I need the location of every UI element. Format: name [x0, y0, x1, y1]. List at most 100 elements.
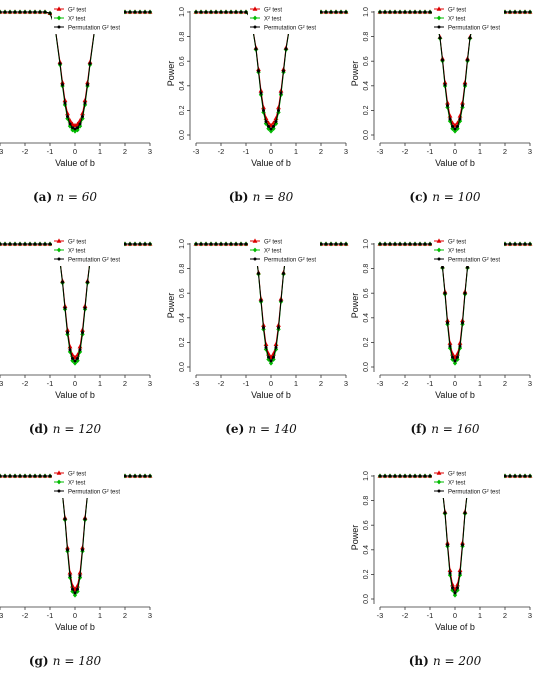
panel-caption: (h) n = 200: [350, 654, 540, 668]
data-point: [523, 242, 527, 246]
chart-svg: 0.0 0.2 0.4 0.6 0.8 1.0 -3 -2 -1 0 1 2 3 Value of b Po…: [166, 4, 349, 168]
data-point: [277, 326, 280, 330]
y-tick-label: 0.2: [363, 337, 370, 347]
legend-label: X² test: [68, 249, 86, 255]
legend-marker: [56, 238, 62, 243]
data-point: [224, 10, 228, 14]
data-point: [71, 126, 74, 130]
data-point: [508, 474, 512, 478]
legend-marker: [436, 470, 442, 475]
x-axis-label: Value of b: [251, 158, 291, 168]
x-tick-label: 1: [478, 147, 482, 156]
data-point: [66, 115, 69, 119]
x-tick-label: -3: [0, 147, 3, 156]
data-point: [268, 360, 274, 366]
x-tick-label: 1: [294, 147, 298, 156]
data-point: [3, 242, 7, 246]
data-point: [219, 242, 223, 246]
series-2: [194, 10, 348, 131]
data-point: [80, 116, 85, 122]
data-point: [264, 345, 268, 349]
data-point: [239, 10, 243, 14]
data-point: [63, 306, 67, 310]
x-axis-label: Value of b: [55, 158, 95, 168]
legend-label: Permutation G² test: [448, 490, 500, 496]
data-point: [267, 124, 270, 128]
legend-marker: [436, 247, 442, 253]
data-point: [13, 474, 17, 478]
x-tick-label: 3: [528, 147, 532, 156]
x-tick-label: -3: [377, 147, 384, 156]
data-point: [319, 242, 323, 246]
data-point: [446, 103, 449, 107]
y-tick-label: 0.8: [179, 264, 186, 274]
data-point: [18, 242, 22, 246]
data-point: [461, 321, 464, 325]
legend-marker: [436, 238, 442, 243]
data-point: [279, 91, 283, 95]
data-point: [138, 474, 142, 478]
legend-label: G² test: [264, 240, 282, 246]
chart-panel-f: 0.0 0.2 0.4 0.6 0.8 1.0 -3 -2 -1 0 1 2 3 Value of b Po…: [350, 232, 540, 462]
data-point: [284, 47, 288, 51]
x-tick-label: 1: [98, 147, 102, 156]
data-point: [468, 36, 472, 40]
panel-label: (c): [409, 190, 433, 204]
data-point: [48, 11, 52, 15]
y-tick-label: 0.6: [179, 288, 186, 298]
data-point: [329, 242, 333, 246]
data-point: [70, 121, 75, 126]
y-tick-label: 0.4: [179, 313, 186, 323]
data-point: [334, 10, 338, 14]
data-point: [262, 108, 265, 112]
x-tick-label: -2: [22, 379, 29, 388]
data-point: [0, 242, 2, 246]
y-tick-label: 0.6: [179, 56, 186, 66]
data-point: [388, 10, 392, 14]
legend-marker: [57, 25, 61, 29]
data-point: [448, 571, 452, 575]
data-point: [23, 242, 27, 246]
x-tick-label: 3: [528, 611, 532, 620]
data-point: [461, 103, 464, 107]
data-point: [413, 10, 417, 14]
data-point: [65, 116, 70, 122]
data-point: [18, 474, 22, 478]
x-tick-label: -1: [47, 147, 54, 156]
data-point: [334, 242, 338, 246]
data-point: [274, 119, 278, 123]
data-point: [513, 10, 517, 14]
data-point: [214, 242, 218, 246]
x-tick-label: 2: [503, 147, 507, 156]
panel-label: (g): [28, 654, 53, 668]
data-point: [77, 123, 83, 129]
panel-n: n = 80: [252, 190, 294, 204]
data-point: [259, 91, 263, 95]
y-tick-label: 0.4: [179, 81, 186, 91]
legend-marker: [56, 15, 62, 21]
legend-label: Permutation G² test: [264, 26, 316, 32]
data-point: [33, 474, 37, 478]
data-point: [143, 242, 147, 246]
data-point: [408, 474, 412, 478]
data-point: [463, 511, 467, 515]
chart-panel-b: 0.0 0.2 0.4 0.6 0.8 1.0 -3 -2 -1 0 1 2 3 Value of b Po…: [166, 0, 356, 230]
data-point: [86, 280, 89, 284]
data-point: [234, 242, 238, 246]
legend-label: X² test: [68, 481, 86, 487]
data-point: [273, 121, 279, 127]
data-point: [503, 10, 507, 14]
data-point: [518, 10, 522, 14]
data-point: [263, 121, 269, 127]
data-point: [428, 10, 432, 14]
data-point: [408, 10, 412, 14]
y-tick-label: 0.8: [363, 32, 370, 42]
x-tick-label: 3: [148, 611, 152, 620]
y-tick-label: 0.0: [363, 594, 370, 604]
legend-marker: [253, 25, 257, 29]
y-axis-label: Power: [166, 293, 176, 319]
data-point: [446, 543, 449, 547]
data-point: [133, 474, 137, 478]
x-tick-label: -2: [402, 611, 409, 620]
x-tick-label: 3: [148, 147, 152, 156]
